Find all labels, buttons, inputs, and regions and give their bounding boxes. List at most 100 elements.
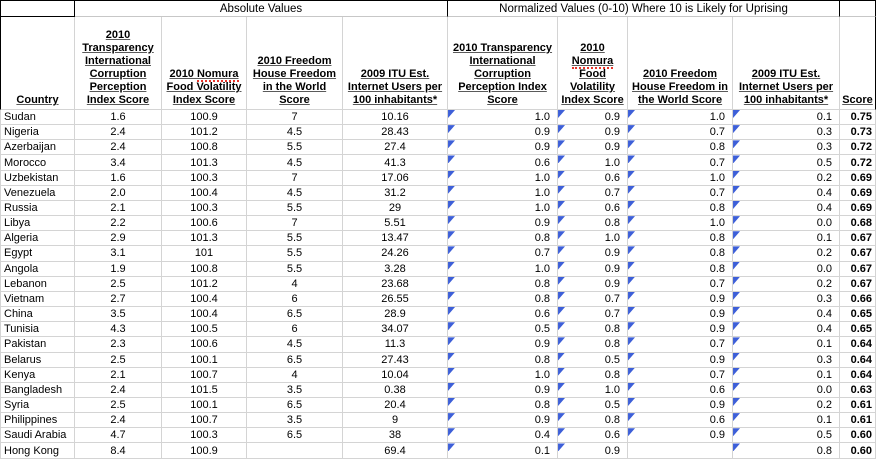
norm-internet-users-cell[interactable]: 0.1 — [733, 337, 841, 353]
norm-corruption-cell[interactable]: 0.6 — [448, 155, 559, 171]
abs-corruption-cell[interactable]: 4.7 — [75, 428, 162, 444]
norm-freedom-cell[interactable]: 0.9 — [628, 307, 734, 323]
norm-freedom-cell[interactable]: 0.8 — [628, 231, 734, 247]
norm-corruption-cell[interactable]: 0.4 — [448, 428, 559, 444]
corner-empty-cell[interactable] — [0, 0, 75, 17]
norm-freedom-cell[interactable]: 0.7 — [628, 125, 734, 141]
norm-corruption-cell[interactable]: 0.8 — [448, 352, 559, 368]
abs-internet-users-cell[interactable]: 29 — [343, 200, 449, 217]
country-cell[interactable]: Azerbaijan — [0, 140, 75, 156]
country-cell[interactable]: Libya — [0, 216, 75, 232]
country-cell[interactable]: Philippines — [0, 413, 75, 429]
norm-corruption-cell[interactable]: 0.9 — [448, 413, 559, 429]
abs-internet-users-cell[interactable]: 23.68 — [343, 276, 449, 292]
country-cell[interactable]: Pakistan — [0, 337, 75, 353]
abs-food-volatility-cell[interactable]: 100.9 — [162, 443, 247, 459]
norm-corruption-cell[interactable]: 1.0 — [448, 170, 559, 186]
score-band-empty-cell[interactable] — [840, 0, 877, 17]
score-cell[interactable]: 0.67 — [840, 246, 877, 262]
norm-internet-users-cell[interactable]: 0.3 — [733, 125, 841, 141]
score-cell[interactable]: 0.67 — [840, 261, 877, 277]
norm-food-volatility-cell[interactable]: 0.9 — [558, 261, 629, 277]
norm-freedom-cell[interactable]: 0.7 — [628, 185, 734, 201]
abs-freedom-cell[interactable]: 5.5 — [247, 246, 343, 262]
norm-corruption-cell[interactable]: 0.5 — [448, 322, 559, 338]
abs-food-volatility-cell[interactable]: 101 — [162, 246, 247, 262]
norm-food-volatility-cell[interactable]: 0.6 — [558, 428, 629, 444]
abs-corruption-cell[interactable]: 3.4 — [75, 155, 162, 171]
header-norm-food-volatility[interactable]: 2010 Nomura Food Volatility Index Score — [558, 17, 629, 110]
abs-internet-users-cell[interactable]: 10.04 — [343, 367, 449, 383]
norm-corruption-cell[interactable]: 0.8 — [448, 291, 559, 308]
norm-food-volatility-cell[interactable]: 0.9 — [558, 140, 629, 156]
norm-internet-users-cell[interactable]: 0.2 — [733, 170, 841, 186]
abs-food-volatility-cell[interactable]: 100.4 — [162, 291, 247, 308]
abs-food-volatility-cell[interactable]: 100.9 — [162, 110, 247, 126]
abs-freedom-cell[interactable]: 5.5 — [247, 261, 343, 277]
country-cell[interactable]: Saudi Arabia — [0, 428, 75, 444]
norm-freedom-cell[interactable]: 1.0 — [628, 110, 734, 126]
header-abs-internet-users[interactable]: 2009 ITU Est. Internet Users per 100 inh… — [343, 17, 449, 110]
header-country[interactable]: Country — [0, 17, 75, 110]
abs-corruption-cell[interactable]: 4.3 — [75, 322, 162, 338]
abs-internet-users-cell[interactable]: 69.4 — [343, 443, 449, 459]
norm-food-volatility-cell[interactable]: 0.7 — [558, 307, 629, 323]
norm-freedom-cell[interactable]: 0.8 — [628, 246, 734, 262]
norm-food-volatility-cell[interactable]: 0.9 — [558, 125, 629, 141]
score-cell[interactable]: 0.64 — [840, 337, 877, 353]
norm-food-volatility-cell[interactable]: 0.7 — [558, 291, 629, 308]
norm-corruption-cell[interactable]: 0.8 — [448, 397, 559, 414]
abs-freedom-cell[interactable]: 6.5 — [247, 307, 343, 323]
score-cell[interactable]: 0.66 — [840, 291, 877, 308]
abs-food-volatility-cell[interactable]: 101.3 — [162, 231, 247, 247]
score-cell[interactable]: 0.75 — [840, 110, 877, 126]
abs-internet-users-cell[interactable]: 34.07 — [343, 322, 449, 338]
abs-corruption-cell[interactable]: 2.4 — [75, 140, 162, 156]
norm-corruption-cell[interactable]: 1.0 — [448, 200, 559, 217]
norm-internet-users-cell[interactable]: 0.0 — [733, 216, 841, 232]
norm-corruption-cell[interactable]: 0.1 — [448, 443, 559, 459]
score-cell[interactable]: 0.68 — [840, 216, 877, 232]
country-cell[interactable]: Venezuela — [0, 185, 75, 201]
norm-freedom-cell[interactable]: 0.7 — [628, 276, 734, 292]
norm-freedom-cell[interactable]: 0.7 — [628, 367, 734, 383]
score-cell[interactable]: 0.64 — [840, 352, 877, 368]
abs-food-volatility-cell[interactable]: 100.6 — [162, 216, 247, 232]
abs-freedom-cell[interactable]: 4 — [247, 367, 343, 383]
country-cell[interactable]: Hong Kong — [0, 443, 75, 459]
score-cell[interactable]: 0.61 — [840, 397, 877, 414]
norm-internet-users-cell[interactable]: 0.1 — [733, 231, 841, 247]
abs-internet-users-cell[interactable]: 3.28 — [343, 261, 449, 277]
header-score[interactable]: Score — [840, 17, 877, 110]
norm-corruption-cell[interactable]: 0.9 — [448, 140, 559, 156]
abs-freedom-cell[interactable]: 7 — [247, 170, 343, 186]
abs-freedom-cell[interactable]: 6.5 — [247, 352, 343, 368]
header-norm-freedom[interactable]: 2010 Freedom House Freedom in the World … — [628, 17, 734, 110]
header-norm-internet-users[interactable]: 2009 ITU Est. Internet Users per 100 inh… — [733, 17, 841, 110]
abs-freedom-cell[interactable]: 6.5 — [247, 397, 343, 414]
abs-freedom-cell[interactable]: 6 — [247, 322, 343, 338]
country-cell[interactable]: Vietnam — [0, 291, 75, 308]
norm-internet-users-cell[interactable]: 0.2 — [733, 276, 841, 292]
norm-freedom-cell[interactable]: 0.7 — [628, 155, 734, 171]
country-cell[interactable]: Egypt — [0, 246, 75, 262]
norm-corruption-cell[interactable]: 0.7 — [448, 246, 559, 262]
norm-food-volatility-cell[interactable]: 0.8 — [558, 322, 629, 338]
abs-food-volatility-cell[interactable]: 100.8 — [162, 261, 247, 277]
norm-internet-users-cell[interactable]: 0.0 — [733, 261, 841, 277]
norm-food-volatility-cell[interactable]: 0.8 — [558, 367, 629, 383]
norm-freedom-cell[interactable]: 0.6 — [628, 382, 734, 398]
norm-internet-users-cell[interactable]: 0.3 — [733, 352, 841, 368]
norm-internet-users-cell[interactable]: 0.4 — [733, 322, 841, 338]
abs-corruption-cell[interactable]: 3.1 — [75, 246, 162, 262]
abs-internet-users-cell[interactable]: 26.55 — [343, 291, 449, 308]
norm-freedom-cell[interactable]: 1.0 — [628, 170, 734, 186]
normalized-values-band[interactable]: Normalized Values (0-10) Where 10 is Lik… — [448, 0, 841, 17]
score-cell[interactable]: 0.72 — [840, 155, 877, 171]
abs-corruption-cell[interactable]: 2.4 — [75, 413, 162, 429]
norm-freedom-cell[interactable]: 0.9 — [628, 291, 734, 308]
norm-internet-users-cell[interactable]: 0.4 — [733, 185, 841, 201]
abs-corruption-cell[interactable]: 8.4 — [75, 443, 162, 459]
abs-freedom-cell[interactable]: 5.5 — [247, 231, 343, 247]
score-cell[interactable]: 0.72 — [840, 140, 877, 156]
